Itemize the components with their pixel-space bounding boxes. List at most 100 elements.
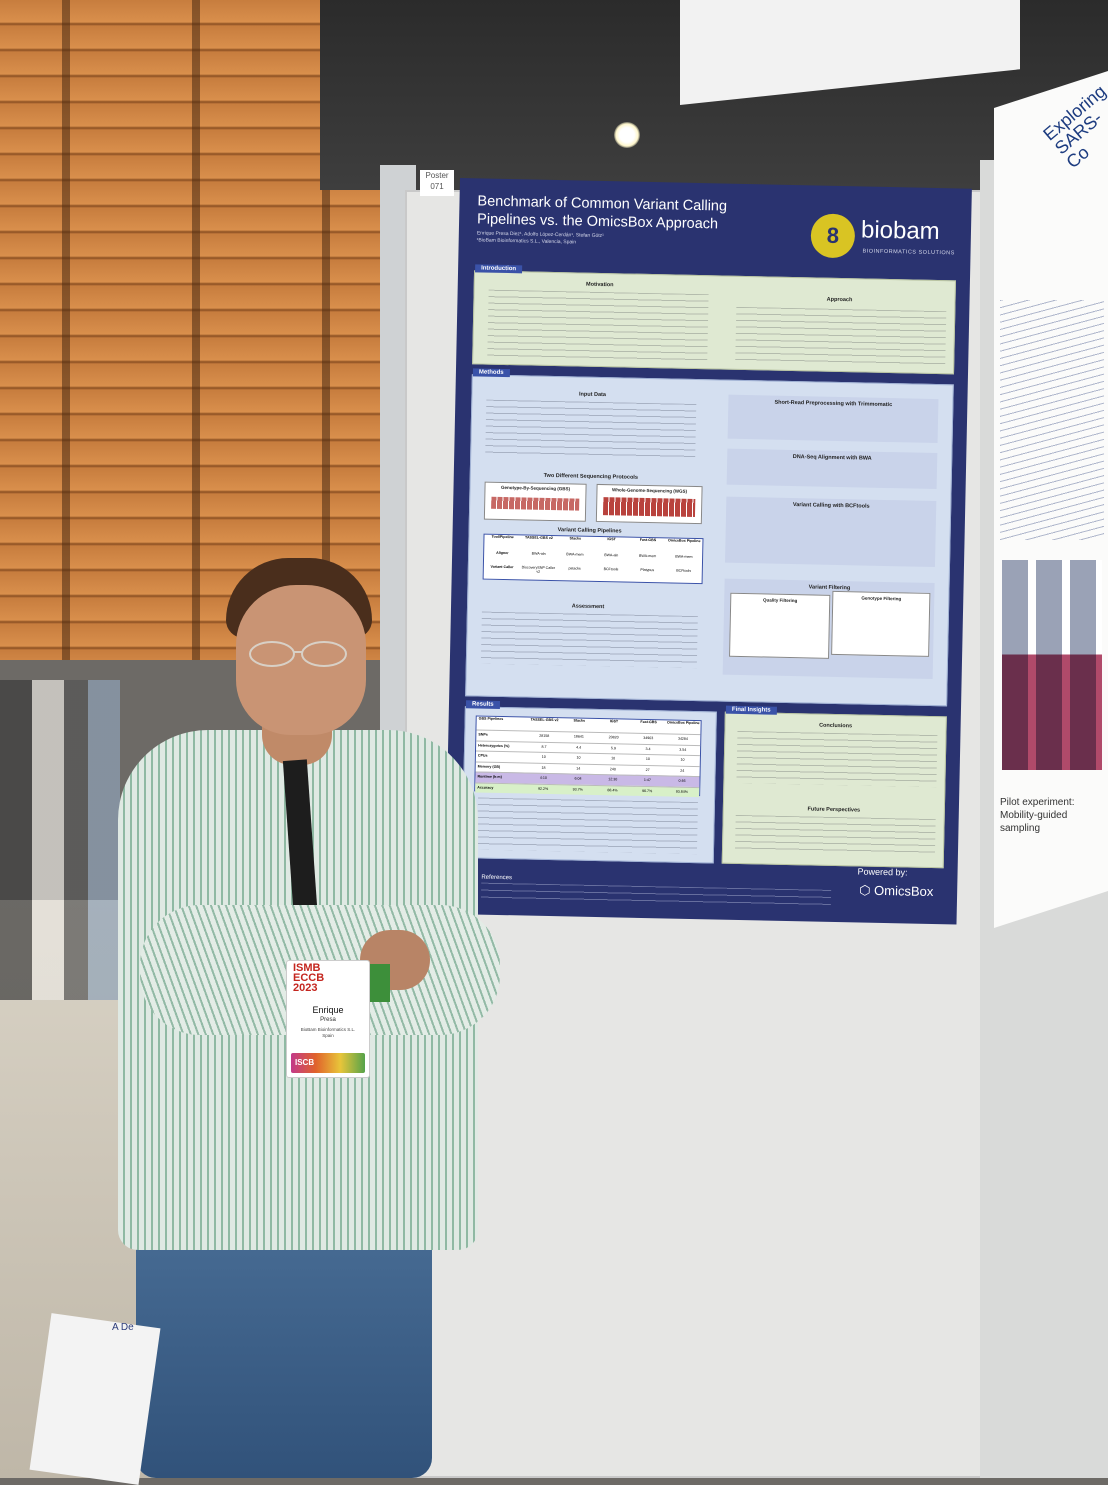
table-cell: BWA-mem xyxy=(566,552,584,557)
motivation-text xyxy=(487,289,709,363)
methods-section: Methods Input Data Two Different Sequenc… xyxy=(465,368,954,707)
input-data-text xyxy=(485,399,697,460)
table-cell: Aligner xyxy=(496,550,509,556)
pipeline-table-header-cell: TASSEL-GBS v2 xyxy=(524,535,553,541)
research-poster: Benchmark of Common Variant Calling Pipe… xyxy=(444,178,972,925)
omicsbox-text: OmicsBox xyxy=(873,882,934,900)
wgs-protocol: Whole-Genome-Sequencing (WGS) xyxy=(595,483,703,525)
table-cell: 88.4% xyxy=(607,787,618,792)
omicsbox-logo: ⬡ OmicsBox xyxy=(859,883,934,901)
table-cell: 34284 xyxy=(677,736,689,741)
future-text xyxy=(734,814,936,856)
results-table: GBS Pipelines TASSEL-GBS v2 Stacks IGST … xyxy=(474,715,702,798)
table-cell: 93.7% xyxy=(572,786,583,792)
motivation-heading: Motivation xyxy=(585,281,614,289)
alignment-heading: DNA-Seq Alignment with BWA xyxy=(792,454,872,462)
table-cell: Variant Caller xyxy=(490,564,514,570)
pipeline-table: Tool/Pipeline TASSEL-GBS v2 Stacks IGST … xyxy=(482,533,704,585)
neighbour-poster-maps xyxy=(1002,560,1102,770)
table-cell: Memory (GB) xyxy=(477,763,501,769)
table-cell: 18 xyxy=(541,765,546,770)
table-cell: BCFtools xyxy=(603,567,619,572)
badge-organization: BioBam Bioinformatics S.L. Spain xyxy=(300,1027,356,1038)
table-cell: 93.84% xyxy=(675,789,688,794)
poster-header: Benchmark of Common Variant Calling Pipe… xyxy=(458,178,972,273)
quality-filtering-box: Quality Filtering xyxy=(729,592,831,659)
variant-calling-heading: Variant Calling with BCFtools xyxy=(792,502,870,510)
wgs-heading: Whole-Genome-Sequencing (WGS) xyxy=(611,487,688,494)
table-cell: 92.2% xyxy=(537,786,549,791)
neighbour-poster-text xyxy=(1000,300,1104,540)
table-cell: 14 xyxy=(576,766,581,771)
neighbour-poster-subtitle: Pilot experiment: Mobility-guided sampli… xyxy=(1000,797,1075,834)
biobam-logo-icon: 8 xyxy=(810,213,856,259)
biobam-logo-tagline: BIOINFORMATICS SOLUTIONS xyxy=(862,248,955,257)
table-cell: 18641 xyxy=(573,734,584,739)
table-cell: 10 xyxy=(645,757,650,762)
results-header-cell: Fast-GBS xyxy=(640,719,657,725)
table-cell: BWA-mem xyxy=(638,553,657,559)
table-cell: 10 xyxy=(680,757,685,762)
methods-heading: Methods xyxy=(472,368,510,378)
table-cell: DiscoverySNP Caller v2 xyxy=(521,565,556,574)
pipeline-table-header-cell: OmicsBox Pipeline xyxy=(667,538,701,544)
table-cell: 0:46 xyxy=(678,778,686,783)
table-cell: BWA-aln xyxy=(531,551,546,556)
assessment-text xyxy=(480,611,698,669)
genotype-filtering-heading: Genotype Filtering xyxy=(861,595,902,602)
final-insights-section: Final Insights Conclusions Future Perspe… xyxy=(721,705,947,869)
table-cell: 6:04 xyxy=(574,776,582,781)
table-cell: 10 xyxy=(611,756,616,761)
table-cell: Accuracy xyxy=(477,784,494,790)
table-cell: 4:10 xyxy=(539,775,547,780)
results-table-body: SNPs 28158 18641 20820 34903 34284 Heterozygot… xyxy=(475,729,701,798)
results-header-cell: IGST xyxy=(609,719,619,724)
table-cell: 34903 xyxy=(643,735,654,741)
variant-calling-step: Variant Calling with BCFtools xyxy=(725,496,937,568)
table-cell: Heterozygotes (%) xyxy=(478,743,510,748)
results-header-cell: GBS Pipelines xyxy=(478,716,504,722)
badge-conference-logo: ISMB ECCB 2023 xyxy=(293,962,325,994)
table-cell: 3.54 xyxy=(679,747,687,752)
leaflet xyxy=(29,1313,161,1485)
badge-surname: Presa xyxy=(320,1017,336,1023)
pipeline-table-header-cell: Stacks xyxy=(569,536,582,541)
gbs-heading: Genotype-By-Sequencing (GBS) xyxy=(500,484,571,492)
conclusions-text xyxy=(736,730,938,788)
leaflet-title: A De xyxy=(112,1322,134,1333)
pipeline-table-header-cell: Fast-GBS xyxy=(639,537,657,543)
final-insights-heading: Final Insights xyxy=(725,705,777,715)
pipeline-table-header-cell: Tool/Pipeline xyxy=(491,534,514,540)
references-text xyxy=(480,882,832,910)
introduction-heading: Introduction xyxy=(475,264,523,274)
table-cell: CPUs xyxy=(477,753,488,758)
table-cell: 4.4 xyxy=(576,745,582,750)
powered-by-label: Powered by: xyxy=(857,866,908,878)
table-cell: 1:47 xyxy=(643,777,651,783)
table-cell: 3.4 xyxy=(645,746,651,751)
future-perspectives-heading: Future Perspectives xyxy=(807,806,861,814)
table-cell: BCFtools xyxy=(676,568,692,573)
table-cell: 10 xyxy=(576,755,581,760)
protocols-heading: Two Different Sequencing Protocols xyxy=(543,472,638,481)
table-cell: 20820 xyxy=(608,735,619,740)
table-row: Variant Caller DiscoverySNP Caller v2 ps… xyxy=(484,565,702,582)
references-heading: References xyxy=(481,874,513,882)
introduction-section: Introduction Motivation Approach xyxy=(472,264,956,375)
gbs-protocol: Genotype-By-Sequencing (GBS) xyxy=(483,481,587,522)
preprocessing-step: Short-Read Preprocessing with Trimmomati… xyxy=(727,394,939,444)
name-badge: ISMB ECCB 2023 Enrique Presa BioBam Bioi… xyxy=(286,960,370,1078)
table-cell: 96.7% xyxy=(642,788,653,793)
table-cell: pstacks xyxy=(568,566,581,571)
badge-first-name: Enrique xyxy=(312,1005,344,1015)
assessment-heading: Assessment xyxy=(571,603,605,611)
table-cell: 27 xyxy=(645,767,650,772)
alignment-step: DNA-Seq Alignment with BWA xyxy=(726,448,938,490)
results-heading: Results xyxy=(465,700,500,709)
omicsbox-icon: ⬡ xyxy=(859,882,875,898)
wgs-reads-graphic xyxy=(602,497,696,517)
poster-title: Benchmark of Common Variant Calling Pipe… xyxy=(476,193,728,233)
poster-number-label: Poster 071 xyxy=(420,170,454,196)
table-cell: Platypus xyxy=(640,567,655,573)
conclusions-heading: Conclusions xyxy=(819,722,853,730)
